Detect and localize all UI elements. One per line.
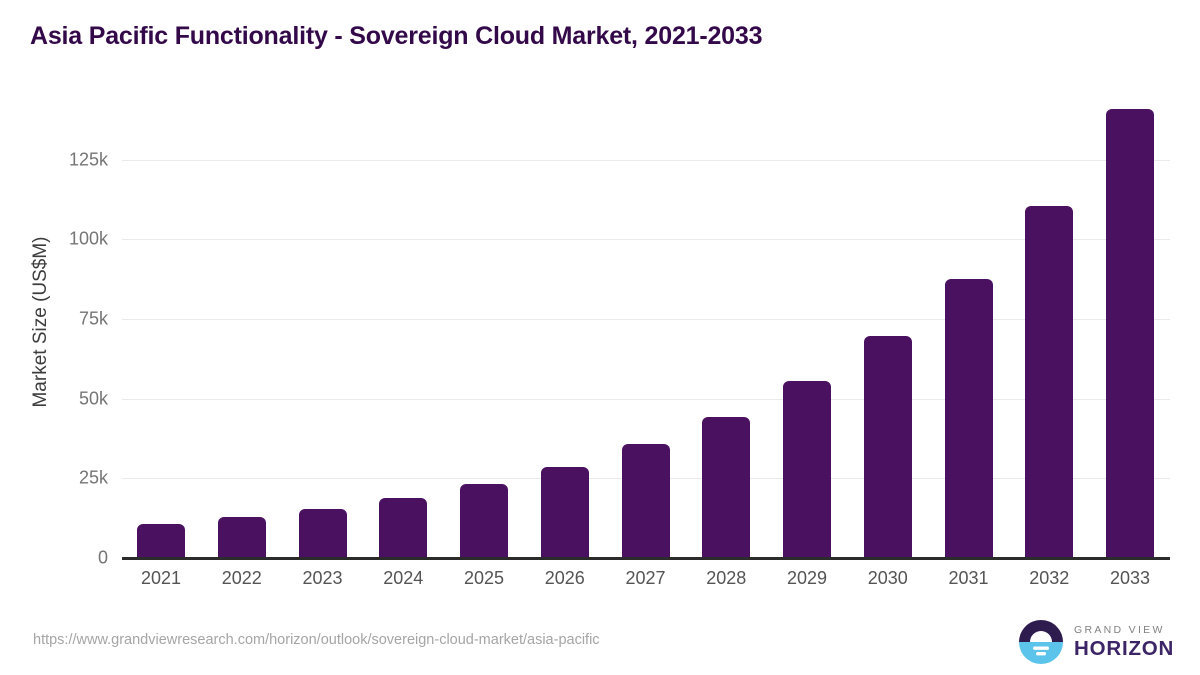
gridline-50k [122,398,1170,400]
y-tick-label-100k: 100k [68,228,108,249]
bar-2029 [783,381,831,558]
x-tick-label-2023: 2023 [302,568,343,588]
bar-2030 [863,335,912,558]
gridline-75k [122,319,1170,321]
x-tick-label-2033: 2033 [1109,568,1151,588]
bar-2031 [944,279,993,558]
x-tick-label-2026: 2026 [544,568,585,588]
y-tick-label-25k: 25k [78,467,108,488]
y-axis-title: Market Size (US$M) [30,236,51,408]
x-tick-label-2025: 2025 [463,568,505,588]
bar-2021 [137,523,185,558]
x-tick-label-2022: 2022 [221,568,262,588]
gridline-100k [122,239,1170,241]
bar-2032 [1025,205,1074,558]
x-tick-label-2021: 2021 [140,568,182,588]
y-tick-label-75k: 75k [78,308,108,329]
x-tick-label-2032: 2032 [1029,568,1070,588]
bar-2026 [540,466,589,558]
plot-area: 0 25k 50k 75k 100k 125k 2021 2022 2023 2024 2025 20… [69,96,1170,588]
x-tick-label-2029: 2029 [786,568,828,588]
bar-2024 [379,497,428,558]
y-tick-label-125k: 125k [68,149,108,170]
bar-2033 [1106,109,1154,558]
y-tick-label-0: 0 [97,547,108,568]
bar-2022 [217,516,266,558]
horizon-sun-logo-icon [1019,620,1063,664]
brand-name-bottom: HORIZON [1074,637,1175,660]
x-tick-label-2030: 2030 [867,568,908,588]
x-tick-label-2024: 2024 [383,568,424,588]
bar-2023 [298,508,347,558]
brand-logo-text: GRAND VIEW HORIZON [1074,623,1175,660]
gridline-125k [122,159,1170,161]
bar-2028 [702,416,751,558]
brand-name-top: GRAND VIEW [1074,623,1165,636]
bar-2025 [460,483,508,558]
y-tick-label-50k: 50k [78,388,108,409]
bar-2027 [621,444,670,558]
x-tick-label-2028: 2028 [706,568,747,588]
chart-title: Asia Pacific Functionality - Sovereign C… [30,22,763,50]
brand-logo: GRAND VIEW HORIZON [1019,620,1174,664]
x-tick-label-2027: 2027 [625,568,666,588]
x-tick-label-2031: 2031 [948,568,989,588]
source-url-text: https://www.grandviewresearch.com/horizo… [33,632,600,648]
x-axis-line [122,557,1170,560]
